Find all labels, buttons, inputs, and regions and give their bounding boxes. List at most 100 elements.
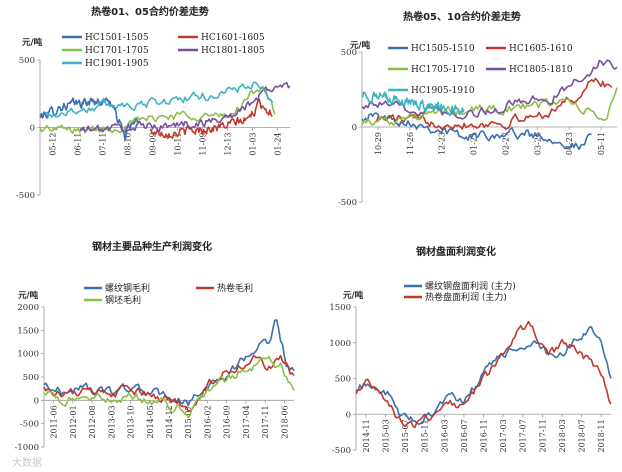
series-line — [355, 320, 612, 429]
legend-label: HC1605-1610 — [509, 44, 573, 54]
legend-label: HC1701-1705 — [85, 46, 149, 56]
watermark-text: 大数据 — [12, 456, 42, 469]
y-tick-label: 500 — [335, 375, 351, 385]
legend-label: HC1801-1805 — [201, 46, 265, 56]
x-tick-label: 11-09 — [199, 133, 208, 156]
x-tick-label: 06-11 — [74, 133, 83, 156]
chart-title: 热卷05、10合约价差走势 — [403, 10, 521, 23]
legend-label: 钢坯毛利 — [105, 294, 141, 306]
x-tick-label: 2017-11 — [261, 405, 270, 438]
series-line — [39, 85, 276, 134]
x-tick-label: 2013-10 — [127, 405, 136, 438]
x-tick-label: 2015-03 — [381, 419, 390, 452]
series-line — [361, 91, 465, 116]
x-tick-label: 2016-07 — [460, 419, 469, 452]
y-tick-label: -500 — [338, 198, 357, 208]
x-tick-label: 2012-08 — [88, 405, 97, 438]
y-tick-label: 500 — [23, 373, 39, 383]
legend-label: 螺纹钢盘面利润 (主力) — [425, 280, 516, 292]
x-tick-label: 2015-11 — [421, 419, 430, 452]
y-tick-label: -1000 — [14, 443, 39, 453]
y-tick-label: -500 — [20, 420, 39, 430]
x-tick-label: 10-29 — [374, 132, 383, 155]
y-tick-label: 1000 — [17, 350, 39, 360]
chart-title: 热卷01、05合约价差走势 — [91, 5, 209, 18]
y-axis-unit-label: 元/吨 — [18, 290, 39, 301]
x-tick-label: 04-23 — [565, 132, 574, 155]
x-tick-label: 02-27 — [501, 132, 510, 155]
y-axis-unit-label: 元/吨 — [343, 290, 364, 301]
x-tick-label: 2018-03 — [558, 419, 567, 452]
x-tick-label: 2015-07 — [184, 405, 193, 438]
y-tick-label: 0 — [34, 396, 39, 406]
series-line — [79, 81, 291, 133]
series-line — [44, 81, 274, 118]
x-tick-label: 12-23 — [438, 132, 447, 155]
legend-label: HC1805-1810 — [509, 65, 573, 75]
x-tick-label: 08-10 — [124, 133, 133, 156]
series-line — [149, 98, 273, 140]
y-axis-unit-label: 元/吨 — [350, 40, 371, 51]
y-tick-label: 0 — [352, 123, 357, 133]
y-tick-label: 1000 — [329, 339, 351, 349]
x-tick-label: 2017-04 — [242, 405, 251, 438]
x-tick-label: 01-24 — [274, 133, 283, 156]
x-tick-label: 05-12 — [49, 133, 58, 156]
y-tick-label: 1500 — [329, 303, 351, 313]
series-line — [361, 87, 618, 126]
x-tick-label: 2016-02 — [203, 405, 212, 438]
y-tick-label: 500 — [341, 48, 357, 58]
x-tick-label: 2018-06 — [280, 405, 289, 438]
x-tick-label: 11-26 — [406, 132, 415, 155]
series-line — [43, 355, 295, 419]
legend-label: HC1505-1510 — [411, 44, 475, 54]
x-tick-label: 2016-11 — [480, 419, 489, 452]
y-tick-label: 1500 — [17, 326, 39, 336]
x-tick-label: 2017-07 — [519, 419, 528, 452]
x-tick-label: 07-11 — [99, 133, 108, 156]
y-axis-unit-label: 元/吨 — [22, 37, 43, 48]
series-line — [361, 112, 592, 151]
y-tick-label: 0 — [30, 124, 35, 134]
x-tick-label: 2016-09 — [223, 405, 232, 438]
y-tick-label: 0 — [346, 410, 351, 420]
y-tick-label: 2000 — [17, 303, 39, 313]
x-tick-label: 2018-11 — [597, 419, 606, 452]
x-tick-label: 2015-07 — [401, 419, 410, 452]
x-tick-label: 01-03 — [249, 133, 258, 156]
x-tick-label: 10-11 — [174, 133, 183, 156]
series-line — [361, 59, 618, 120]
legend-label: HC1905-1910 — [411, 86, 475, 96]
x-tick-label: 2012-01 — [69, 405, 78, 438]
x-tick-label: 2016-03 — [440, 419, 449, 452]
legend-label: HC1601-1605 — [201, 33, 265, 43]
chart-title: 钢材盘面利润变化 — [416, 245, 496, 258]
x-tick-label: 2018-07 — [578, 419, 587, 452]
x-tick-label: 2017-03 — [499, 419, 508, 452]
y-tick-label: -500 — [16, 191, 35, 201]
x-tick-label: 12-13 — [224, 133, 233, 156]
x-tick-label: 09-09 — [149, 133, 158, 156]
legend-label: 螺纹钢毛利 — [105, 282, 150, 294]
legend-label: 热卷毛利 — [217, 282, 253, 294]
y-tick-label: 500 — [19, 56, 35, 66]
x-tick-label: 2017-11 — [538, 419, 547, 452]
legend-label: HC1705-1710 — [411, 65, 475, 75]
legend-label: HC1501-1505 — [85, 33, 149, 43]
x-tick-label: 2014-11 — [362, 419, 371, 452]
x-tick-label: 01-21 — [470, 132, 479, 155]
series-line — [43, 354, 295, 412]
legend-label: 热卷盘面利润 (主力) — [425, 291, 507, 303]
legend-label: HC1901-1905 — [85, 59, 149, 69]
series-line — [43, 319, 295, 407]
chart-title: 钢材主要品种生产利润变化 — [92, 240, 212, 253]
x-tick-label: 2011-06 — [50, 405, 59, 438]
x-tick-label: 2013-03 — [107, 405, 116, 438]
x-tick-label: 05-11 — [597, 132, 606, 155]
x-tick-label: 2014-12 — [165, 405, 174, 438]
